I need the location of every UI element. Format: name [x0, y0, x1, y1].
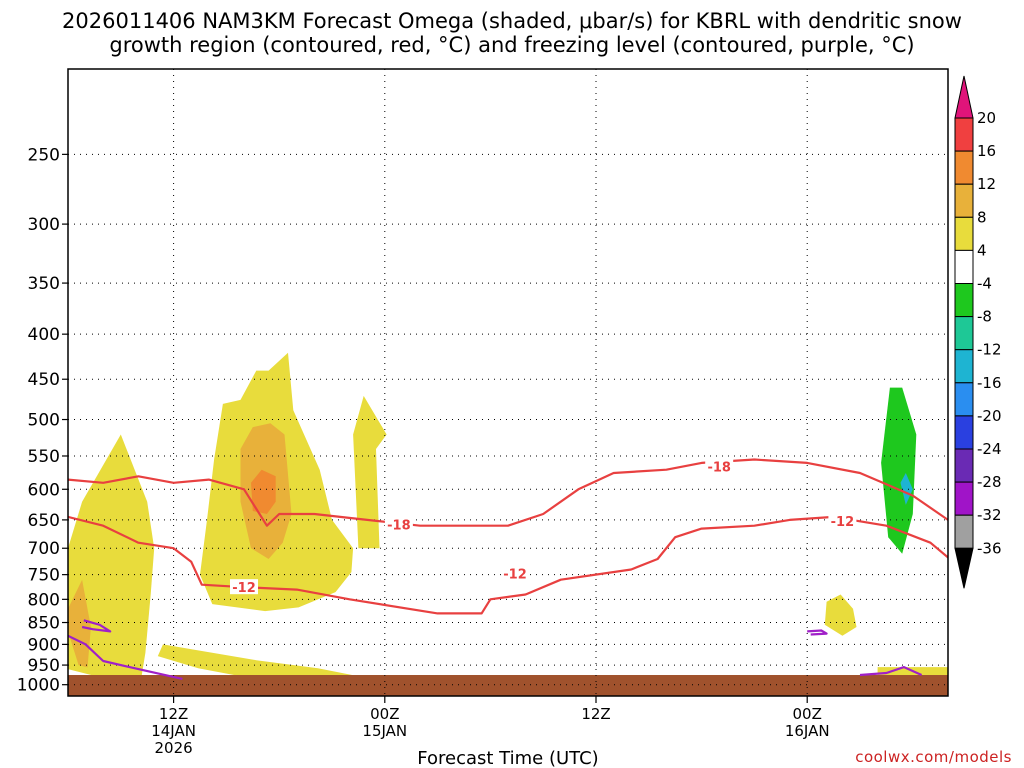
contour-label-bg — [828, 513, 857, 529]
ground-surface — [68, 675, 948, 696]
contour-freezing-level-right — [859, 666, 923, 677]
y-tick-label: 400 — [28, 325, 60, 345]
contour-label-layer: -18 -18 -18 -12 -12 -12 — [230, 458, 1024, 596]
contour-label-bg — [705, 458, 734, 474]
colorbar-bin — [954, 117, 974, 152]
plot-frame — [67, 68, 949, 697]
colorbar-tick-label: 4 — [977, 241, 987, 259]
contour-label: -12 — [831, 515, 855, 530]
colorbar-bin — [954, 249, 974, 284]
colorbar-bin — [954, 183, 974, 218]
x-tick-label: 16JAN — [785, 722, 830, 740]
omega-region-sinking-teal-main-right — [881, 387, 917, 554]
colorbar-under-triangle — [954, 547, 974, 589]
colorbar-over-triangle — [954, 75, 974, 119]
colorbar-tick-label: -8 — [977, 308, 992, 326]
contour-dendritic-upper — [68, 458, 948, 527]
colorbar-bin — [954, 415, 974, 450]
chart-title-line-1: 2026011406 NAM3KM Forecast Omega (shaded… — [62, 9, 962, 33]
y-tick-label: 950 — [28, 656, 60, 676]
y-tick-label: 350 — [28, 274, 60, 294]
omega-region-rising-yellow-right-low — [877, 667, 948, 676]
y-tick-label: 900 — [28, 635, 60, 655]
contour-freezing-level-left — [68, 634, 183, 680]
omega-region-rising-darkorange-column-1 — [251, 469, 276, 514]
omega-region-sinking-green-left-column — [76, 370, 84, 435]
colorbar-bin — [954, 382, 974, 417]
colorbar-bin — [954, 349, 974, 384]
y-tick-label: 1000 — [17, 676, 60, 696]
contour-freezing-level-loop-left — [81, 619, 112, 633]
colorbar-tick-label: 12 — [977, 175, 996, 193]
contour-layer — [68, 458, 948, 680]
x-tick-label: 2026 — [155, 739, 193, 757]
contour-label: -18 — [707, 460, 731, 475]
colorbar-tick-label: 20 — [977, 109, 996, 127]
omega-shading — [68, 236, 948, 685]
contour-label-bg — [1013, 534, 1024, 549]
credit-text: coolwx.com/models — [855, 748, 1012, 766]
y-tick-label: 850 — [28, 614, 60, 634]
y-tick-label: 750 — [28, 566, 60, 586]
omega-region-rising-yellow-center-left — [157, 644, 382, 681]
contour-dendritic-lower — [68, 515, 948, 615]
colorbar-tick-label: -16 — [977, 374, 1002, 392]
x-tick-label: 00Z — [793, 705, 822, 723]
y-tick-label: 550 — [28, 447, 60, 467]
contour-freezing-level-small — [807, 629, 828, 636]
x-tick-label: 15JAN — [362, 722, 407, 740]
contour-label-bg — [501, 565, 530, 581]
x-axis-label: Forecast Time (UTC) — [417, 748, 598, 768]
grid-layer — [68, 69, 948, 696]
colorbar-bin — [954, 216, 974, 251]
colorbar-bin — [954, 448, 974, 483]
y-tick-label: 800 — [28, 590, 60, 610]
y-tick-label: 500 — [28, 411, 60, 431]
contour-label: -12 — [503, 568, 527, 583]
plot-area: -18 -18 -18 -12 -12 -12 — [68, 69, 1024, 696]
contour-label: -18 — [387, 519, 411, 534]
x-tick-label: 14JAN — [151, 722, 196, 740]
y-tick-label: 600 — [28, 480, 60, 500]
omega-region-sinking-blue-main-right — [900, 473, 913, 505]
colorbar-tick-label: 16 — [977, 142, 996, 160]
y-tick-label: 650 — [28, 511, 60, 531]
x-tick-label: 12Z — [159, 705, 188, 723]
omega-region-rising-orange-lowleft — [68, 579, 91, 670]
y-tick-label: 450 — [28, 370, 60, 390]
colorbar-tick-label: -4 — [977, 275, 992, 293]
contour-label: -18 — [1015, 536, 1024, 551]
colorbar-tick-label: -36 — [977, 539, 1002, 557]
colorbar-bin — [954, 514, 974, 549]
colorbar-bin — [954, 283, 974, 318]
ground-layer — [68, 675, 948, 696]
contour-label: -12 — [232, 581, 256, 596]
colorbar-tick-label: -28 — [977, 473, 1002, 491]
colorbar-tick-label: -32 — [977, 506, 1002, 524]
chart-title-line-2: growth region (contoured, red, °C) and f… — [109, 33, 915, 57]
omega-region-rising-yellow-column-2 — [353, 395, 387, 549]
contour-label-bg — [384, 516, 413, 532]
y-axis: 2503003504004505005506006507007508008509… — [17, 145, 68, 696]
colorbar-bin — [954, 481, 974, 516]
colorbar-tick-label: 8 — [977, 208, 987, 226]
omega-region-rising-yellow-bottom-left — [68, 631, 95, 670]
omega-region-rising-yellow-right-mid — [824, 594, 857, 636]
y-tick-label: 700 — [28, 539, 60, 559]
y-tick-label: 300 — [28, 215, 60, 235]
x-tick-label: 12Z — [581, 705, 610, 723]
x-tick-label: 00Z — [370, 705, 399, 723]
colorbar-bin — [954, 316, 974, 351]
colorbar-tick-label: -20 — [977, 407, 1002, 425]
colorbar: 20 16 12 8 4 -4 -8 -12 -16 -20 -24 -28 -32 -36 — [954, 75, 1002, 589]
y-tick-label: 250 — [28, 145, 60, 165]
colorbar-tick-label: -12 — [977, 341, 1002, 359]
colorbar-tick-label: -24 — [977, 440, 1002, 458]
contour-label-bg — [230, 579, 258, 595]
colorbar-bin — [954, 150, 974, 185]
